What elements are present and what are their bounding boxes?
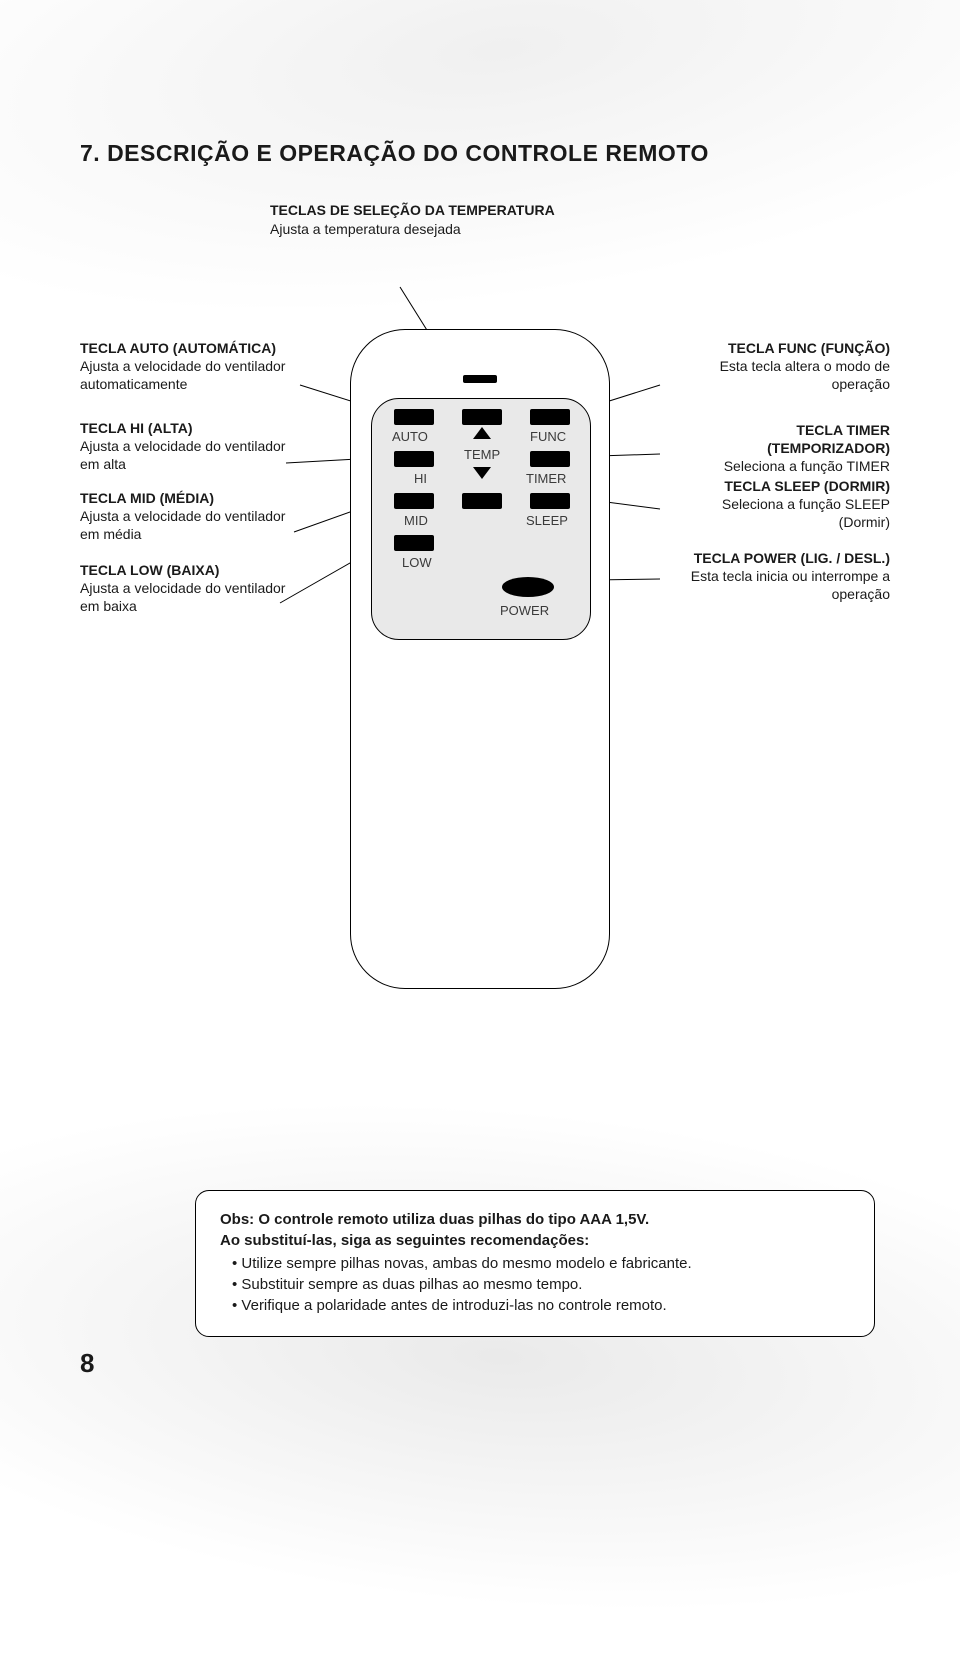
- callout-desc: Ajusta a velocidade do ventilador em méd…: [80, 508, 285, 542]
- observation-box: Obs: O controle remoto utiliza duas pilh…: [195, 1190, 875, 1337]
- obs-line2: Ao substituí-las, siga as seguintes reco…: [220, 1230, 850, 1251]
- callout-temp-keys: TECLAS DE SELEÇÃO DA TEMPERATURA Ajusta …: [270, 201, 880, 239]
- callout-desc: Ajusta a velocidade do ventilador em alt…: [80, 438, 285, 472]
- ir-led-icon: [463, 375, 497, 383]
- callout-desc: Esta tecla inicia ou interrompe a operaç…: [691, 568, 890, 602]
- callout-func: TECLA FUNC (FUNÇÃO) Esta tecla altera o …: [670, 339, 890, 394]
- page-title: 7. DESCRIÇÃO E OPERAÇÃO DO CONTROLE REMO…: [80, 140, 880, 167]
- temp-up-button-bg: [462, 409, 502, 425]
- obs-bullet-list: Utilize sempre pilhas novas, ambas do me…: [220, 1253, 850, 1316]
- callout-desc: Ajusta a velocidade do ventilador em bai…: [80, 580, 285, 614]
- callout-auto: TECLA AUTO (AUTOMÁTICA) Ajusta a velocid…: [80, 339, 300, 394]
- temp-down-icon[interactable]: [473, 467, 491, 479]
- mid-button[interactable]: [394, 493, 434, 509]
- callout-heading: TECLA MID (MÉDIA): [80, 490, 214, 506]
- mid-label: MID: [404, 513, 428, 528]
- callout-heading: TECLA AUTO (AUTOMÁTICA): [80, 340, 276, 356]
- hi-button[interactable]: [394, 451, 434, 467]
- callout-heading: TECLA SLEEP (DORMIR): [724, 478, 890, 494]
- callout-power: TECLA POWER (LIG. / DESL.) Esta tecla in…: [670, 549, 890, 604]
- callout-hi: TECLA HI (ALTA) Ajusta a velocidade do v…: [80, 419, 300, 474]
- callout-desc: Ajusta a velocidade do ventilador automa…: [80, 358, 285, 392]
- callout-timer: TECLA TIMER (TEMPORIZADOR) Seleciona a f…: [670, 421, 890, 476]
- keypad-frame: AUTO HI MID LOW TEMP FUNC TIMER: [371, 398, 591, 640]
- obs-bullet: Utilize sempre pilhas novas, ambas do me…: [220, 1253, 850, 1274]
- temp-up-icon[interactable]: [473, 427, 491, 439]
- decorative-swoosh-bottom: [0, 1047, 960, 1667]
- obs-bullet: Verifique a polaridade antes de introduz…: [220, 1295, 850, 1316]
- remote-outline: AUTO HI MID LOW TEMP FUNC TIMER: [350, 329, 610, 989]
- page-number: 8: [80, 1348, 94, 1379]
- callout-heading: TECLA FUNC (FUNÇÃO): [728, 340, 890, 356]
- func-label: FUNC: [530, 429, 566, 444]
- callout-mid: TECLA MID (MÉDIA) Ajusta a velocidade do…: [80, 489, 300, 544]
- callout-sleep: TECLA SLEEP (DORMIR) Seleciona a função …: [670, 477, 890, 532]
- callout-desc: Ajusta a temperatura desejada: [270, 221, 461, 237]
- auto-label: AUTO: [392, 429, 428, 444]
- remote-diagram: TECLA AUTO (AUTOMÁTICA) Ajusta a velocid…: [80, 249, 880, 1029]
- callout-heading: TECLA TIMER (TEMPORIZADOR): [767, 422, 890, 456]
- power-button[interactable]: [502, 577, 554, 597]
- callout-heading: TECLA POWER (LIG. / DESL.): [694, 550, 890, 566]
- power-label: POWER: [500, 603, 549, 618]
- temp-label: TEMP: [464, 447, 500, 462]
- obs-bullet: Substituir sempre as duas pilhas ao mesm…: [220, 1274, 850, 1295]
- obs-line1: Obs: O controle remoto utiliza duas pilh…: [220, 1209, 850, 1230]
- temp-down-button-bg: [462, 493, 502, 509]
- sleep-button[interactable]: [530, 493, 570, 509]
- callout-heading: TECLA LOW (BAIXA): [80, 562, 219, 578]
- auto-button[interactable]: [394, 409, 434, 425]
- callout-desc: Esta tecla altera o modo de operação: [720, 358, 890, 392]
- func-button[interactable]: [530, 409, 570, 425]
- hi-label: HI: [414, 471, 427, 486]
- sleep-label: SLEEP: [526, 513, 568, 528]
- callout-low: TECLA LOW (BAIXA) Ajusta a velocidade do…: [80, 561, 300, 616]
- timer-label: TIMER: [526, 471, 566, 486]
- callout-desc: Seleciona a função SLEEP (Dormir): [722, 496, 890, 530]
- low-button[interactable]: [394, 535, 434, 551]
- callout-desc: Seleciona a função TIMER: [724, 458, 890, 474]
- callout-heading: TECLA HI (ALTA): [80, 420, 193, 436]
- callout-heading: TECLAS DE SELEÇÃO DA TEMPERATURA: [270, 202, 555, 218]
- low-label: LOW: [402, 555, 432, 570]
- manual-page: 7. DESCRIÇÃO E OPERAÇÃO DO CONTROLE REMO…: [0, 0, 960, 1089]
- timer-button[interactable]: [530, 451, 570, 467]
